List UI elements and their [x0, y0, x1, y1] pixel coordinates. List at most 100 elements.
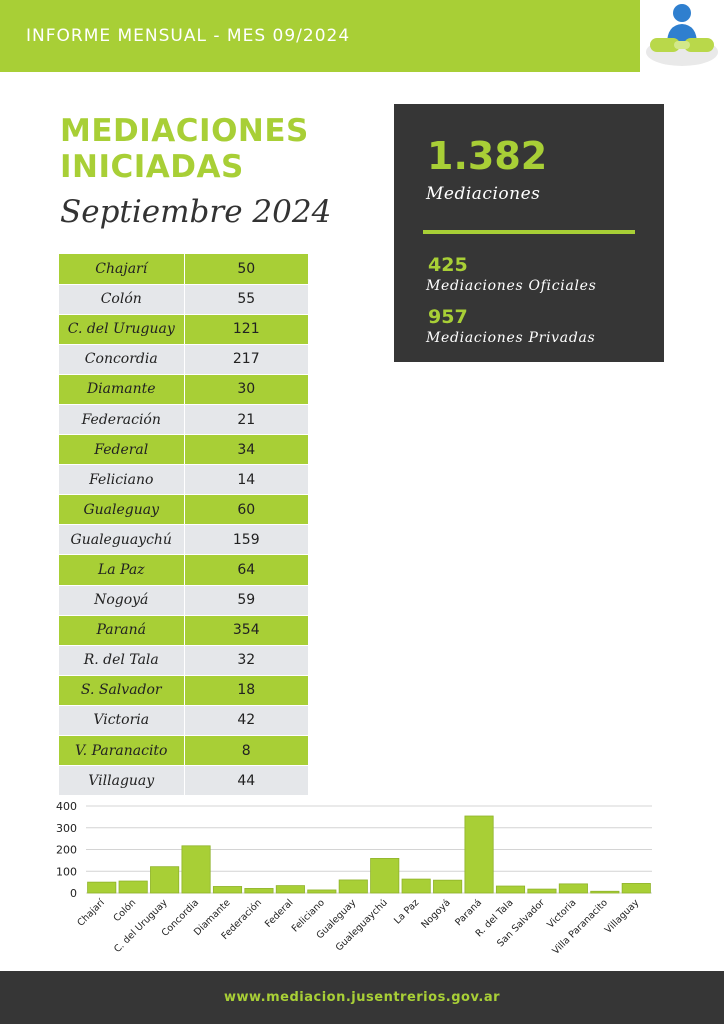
department-count: 55	[184, 284, 308, 315]
chart-bar	[307, 889, 337, 894]
department-count: 217	[184, 344, 308, 375]
chart-bar	[244, 888, 274, 894]
table-row: Villaguay 44	[59, 765, 308, 797]
table-row: Paraná 354	[59, 615, 308, 646]
department-count: 42	[184, 705, 308, 737]
department-name: Federación	[59, 404, 185, 436]
oficiales-label: Mediaciones Oficiales	[426, 278, 597, 294]
period-subtitle: Septiembre 2024	[60, 194, 332, 230]
x-tick-label: Villaguay	[603, 897, 642, 936]
x-tick-label: Colón	[111, 897, 138, 924]
footer-bar: www.mediacion.jusentrerios.gov.ar	[0, 971, 724, 1024]
chart-bar	[464, 815, 494, 894]
department-name: C. del Uruguay	[59, 314, 185, 345]
department-count: 34	[184, 434, 308, 466]
main-title: MEDIACIONES INICIADAS	[60, 113, 309, 185]
department-name: Feliciano	[59, 464, 185, 496]
header-bar: INFORME MENSUAL - MES 09/2024	[0, 0, 640, 72]
department-count: 60	[184, 494, 308, 526]
table-row: Concordia 217	[59, 344, 308, 375]
department-count: 59	[184, 585, 308, 616]
department-count: 354	[184, 615, 308, 646]
x-tick-label: Paraná	[453, 897, 484, 928]
department-name: S. Salvador	[59, 675, 185, 706]
chart-bar	[181, 845, 211, 894]
title-line-1: MEDIACIONES	[60, 113, 309, 149]
chart-bar	[275, 885, 305, 894]
table-row: C. del Uruguay 121	[59, 314, 308, 345]
y-tick-label: 300	[56, 822, 77, 835]
department-count: 159	[184, 524, 308, 556]
chart-bar	[558, 883, 588, 894]
chart-bar	[118, 880, 148, 894]
department-name: Colón	[59, 284, 185, 315]
x-tick-label: Villa Paranacito	[550, 897, 610, 957]
department-name: Concordia	[59, 344, 185, 375]
table-body: Chajarí 50 Colón 55 C. del Uruguay 121 Concord…	[59, 254, 308, 797]
chart-bar	[370, 858, 400, 894]
chart-bar	[527, 888, 557, 894]
department-count: 50	[184, 254, 308, 285]
table-row: Feliciano 14	[59, 464, 308, 496]
x-tick-label: La Paz	[392, 897, 421, 926]
table-row: Gualeguay 60	[59, 494, 308, 526]
chart-bar	[621, 883, 651, 894]
mediations-table: Chajarí 50 Colón 55 C. del Uruguay 121 Concord…	[59, 254, 308, 797]
chart-bar	[495, 885, 526, 894]
chart-bar	[150, 866, 180, 894]
department-count: 18	[184, 675, 308, 706]
department-name: Gualeguay	[59, 494, 185, 526]
y-tick-label: 100	[56, 865, 77, 878]
table-row: S. Salvador 18	[59, 675, 308, 706]
table-row: Gualeguaychú 159	[59, 524, 308, 556]
chart-bar	[590, 890, 620, 894]
department-name: Federal	[59, 434, 185, 466]
department-name: La Paz	[59, 554, 185, 586]
table-row: Federación 21	[59, 404, 308, 436]
oficiales-value: 425	[428, 254, 468, 276]
department-name: V. Paranacito	[59, 735, 185, 767]
department-name: Gualeguaychú	[59, 524, 185, 556]
department-count: 8	[184, 735, 308, 767]
y-tick-label: 0	[70, 887, 77, 900]
table-row: Chajarí 50	[59, 254, 308, 285]
x-tick-label: Nogoyá	[419, 897, 452, 930]
mediation-logo-icon	[640, 0, 724, 72]
department-name: Paraná	[59, 615, 185, 646]
report-title: INFORME MENSUAL - MES 09/2024	[26, 26, 351, 46]
chart-bar	[401, 878, 431, 894]
table-row: Victoria 42	[59, 705, 308, 737]
department-name: R. del Tala	[59, 645, 185, 676]
department-name: Nogoyá	[59, 585, 185, 616]
chart-bar	[433, 879, 463, 894]
chart-bar	[87, 881, 117, 894]
department-count: 30	[184, 374, 308, 405]
chart-bar	[338, 879, 368, 894]
department-name: Chajarí	[59, 254, 185, 285]
table-row: Colón 55	[59, 284, 308, 315]
table-row: Nogoyá 59	[59, 585, 308, 616]
department-count: 21	[184, 404, 308, 436]
privadas-label: Mediaciones Privadas	[426, 330, 596, 346]
department-name: Diamante	[59, 374, 185, 405]
department-count: 32	[184, 645, 308, 676]
title-line-2: INICIADAS	[60, 149, 244, 185]
department-count: 64	[184, 554, 308, 586]
chart-bar	[212, 886, 243, 894]
table-row: V. Paranacito 8	[59, 735, 308, 767]
total-label: Mediaciones	[426, 184, 541, 204]
y-tick-label: 400	[56, 800, 77, 813]
table-row: Diamante 30	[59, 374, 308, 405]
y-tick-label: 200	[56, 844, 77, 857]
privadas-value: 957	[428, 306, 468, 328]
department-count: 14	[184, 464, 308, 496]
footer-url: www.mediacion.jusentrerios.gov.ar	[223, 990, 501, 1005]
department-count: 44	[184, 765, 308, 797]
department-count: 121	[184, 314, 308, 345]
summary-box: 1.382 Mediaciones 425 Mediaciones Oficia…	[394, 104, 664, 362]
table-row: Federal 34	[59, 434, 308, 466]
total-value: 1.382	[427, 134, 548, 178]
x-tick-label: Chajarí	[75, 897, 107, 929]
department-name: Victoria	[59, 705, 185, 737]
